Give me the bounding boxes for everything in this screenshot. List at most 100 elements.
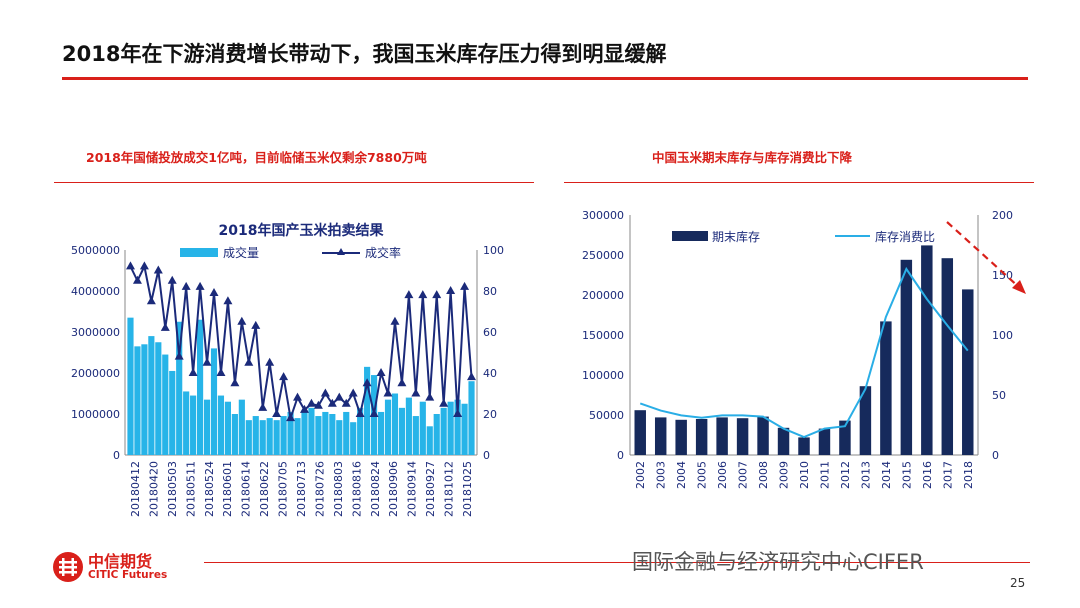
rate-marker — [181, 281, 191, 290]
rate-marker — [216, 368, 226, 376]
volume-bar — [350, 422, 357, 455]
rate-marker — [411, 388, 421, 397]
y2-tick-label: 150 — [992, 269, 1013, 282]
volume-bar — [329, 414, 336, 455]
inventory-bar — [880, 321, 892, 455]
footer-divider — [204, 562, 1030, 563]
volume-bar — [454, 399, 461, 455]
rate-marker — [146, 296, 156, 305]
x-tick-label: 2014 — [880, 461, 893, 489]
x-tick-label: 2011 — [818, 461, 831, 489]
inventory-bar — [921, 245, 933, 455]
y2-tick-label: 60 — [483, 326, 497, 339]
x-tick-label: 2004 — [675, 461, 688, 489]
volume-bar — [224, 401, 231, 455]
x-tick-label: 20180503 — [166, 461, 179, 517]
x-tick-label: 2018 — [962, 461, 975, 489]
volume-bar — [217, 395, 225, 455]
rate-marker — [286, 413, 296, 422]
rate-marker — [383, 388, 393, 397]
x-tick-label: 20180614 — [240, 461, 253, 517]
inventory-bar — [818, 428, 831, 455]
x-tick-label: 20180914 — [406, 461, 419, 517]
rate-marker — [279, 372, 289, 381]
volume-bar — [447, 401, 454, 455]
y-tick-label: 4000000 — [71, 285, 120, 298]
rate-marker — [125, 261, 135, 270]
volume-bar — [287, 411, 294, 455]
y2-tick-label: 200 — [992, 209, 1013, 222]
y2-tick-label: 0 — [992, 449, 999, 462]
volume-bar — [273, 420, 280, 455]
page-number: 25 — [1010, 576, 1026, 590]
x-tick-label: 2012 — [839, 461, 852, 489]
rate-marker — [341, 398, 351, 407]
x-tick-label: 2006 — [716, 461, 729, 489]
rate-marker — [334, 392, 344, 401]
inventory-bar — [654, 417, 667, 455]
volume-bar — [405, 397, 412, 455]
y-tick-label: 300000 — [582, 209, 624, 222]
volume-bar — [440, 407, 447, 455]
x-tick-label: 2013 — [859, 461, 872, 489]
x-tick-label: 20180816 — [350, 461, 363, 517]
rate-marker — [418, 290, 428, 299]
rate-marker — [209, 288, 219, 297]
rate-marker — [425, 392, 435, 401]
logo-text-en: CITIC Futures — [88, 569, 168, 581]
volume-bar — [197, 319, 204, 455]
inventory-bar — [777, 427, 790, 455]
volume-bar — [364, 366, 371, 455]
x-tick-label: 20180726 — [313, 461, 326, 517]
volume-bar — [377, 411, 385, 455]
rate-marker — [369, 409, 379, 417]
title-divider — [62, 77, 1028, 80]
x-tick-label: 2003 — [655, 461, 668, 489]
inventory-bar — [675, 419, 687, 455]
rate-marker — [376, 368, 386, 376]
inventory-bar — [941, 258, 954, 455]
inventory-bar — [859, 386, 872, 455]
rate-marker — [404, 290, 414, 299]
y2-tick-label: 20 — [483, 408, 497, 421]
x-tick-label: 20180601 — [221, 461, 234, 517]
y2-tick-label: 100 — [992, 329, 1013, 342]
rate-marker — [202, 357, 212, 366]
y-tick-label: 0 — [617, 449, 624, 462]
rate-marker — [132, 275, 142, 284]
watermark-text: 国际金融与经济研究中心CIFER — [632, 550, 924, 574]
rate-marker — [153, 265, 163, 274]
volume-bar — [294, 418, 301, 455]
rate-marker — [174, 351, 184, 360]
rate-marker — [397, 378, 407, 387]
rate-marker — [362, 378, 372, 387]
x-tick-label: 20180927 — [424, 461, 437, 517]
x-tick-label: 20180713 — [295, 461, 308, 517]
rate-marker — [439, 398, 449, 407]
inventory-bar — [634, 410, 646, 455]
y-tick-label: 100000 — [582, 369, 624, 382]
volume-bar — [176, 321, 183, 455]
volume-bar — [384, 399, 392, 455]
inventory-bar — [839, 420, 851, 455]
x-tick-label: 20180824 — [369, 461, 382, 517]
volume-bar — [162, 354, 169, 455]
rate-marker — [320, 388, 330, 397]
volume-bar — [412, 416, 419, 455]
rate-marker — [306, 398, 316, 407]
rate-marker — [167, 275, 177, 284]
volume-bar — [183, 391, 190, 455]
rate-marker — [446, 286, 456, 294]
rate-marker — [293, 392, 303, 401]
x-tick-label: 2017 — [941, 461, 954, 489]
rate-marker — [258, 402, 268, 411]
y2-tick-label: 100 — [483, 244, 504, 257]
volume-bar — [398, 407, 405, 455]
rate-marker — [453, 409, 463, 417]
volume-bar — [155, 342, 162, 455]
legend-label-volume: 成交量 — [223, 245, 259, 260]
volume-bar — [245, 420, 252, 455]
legend-label-inventory: 期末库存 — [712, 229, 760, 244]
volume-bar — [433, 414, 440, 455]
